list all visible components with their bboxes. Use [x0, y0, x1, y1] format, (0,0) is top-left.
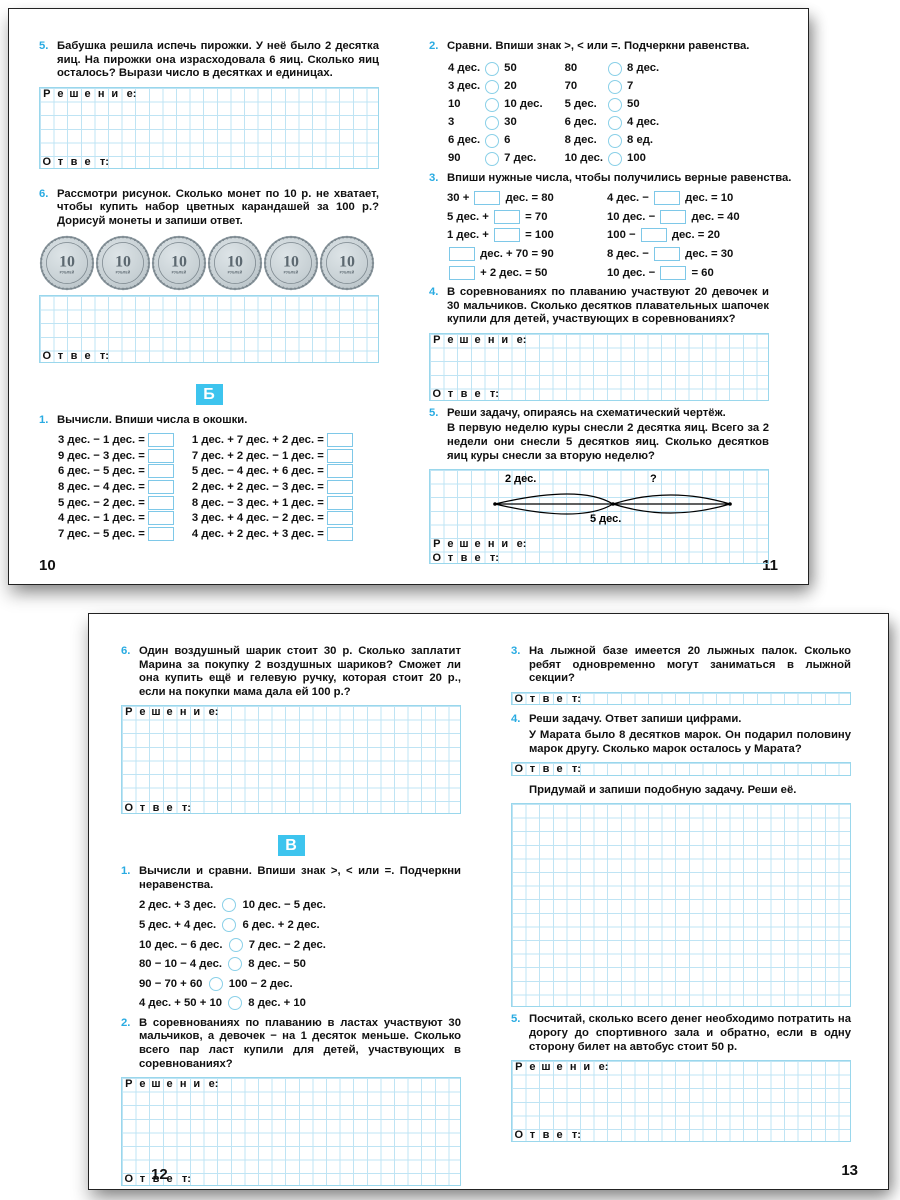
svg-text:?: ? [650, 473, 657, 485]
svg-text:5 дес.: 5 дес. [590, 513, 621, 525]
svg-text:2 дес.: 2 дес. [505, 473, 536, 485]
